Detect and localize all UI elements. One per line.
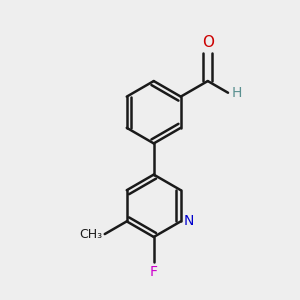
- Text: N: N: [184, 214, 194, 228]
- Text: CH₃: CH₃: [79, 228, 102, 241]
- Text: O: O: [202, 35, 214, 50]
- Text: F: F: [150, 266, 158, 279]
- Text: H: H: [231, 86, 242, 100]
